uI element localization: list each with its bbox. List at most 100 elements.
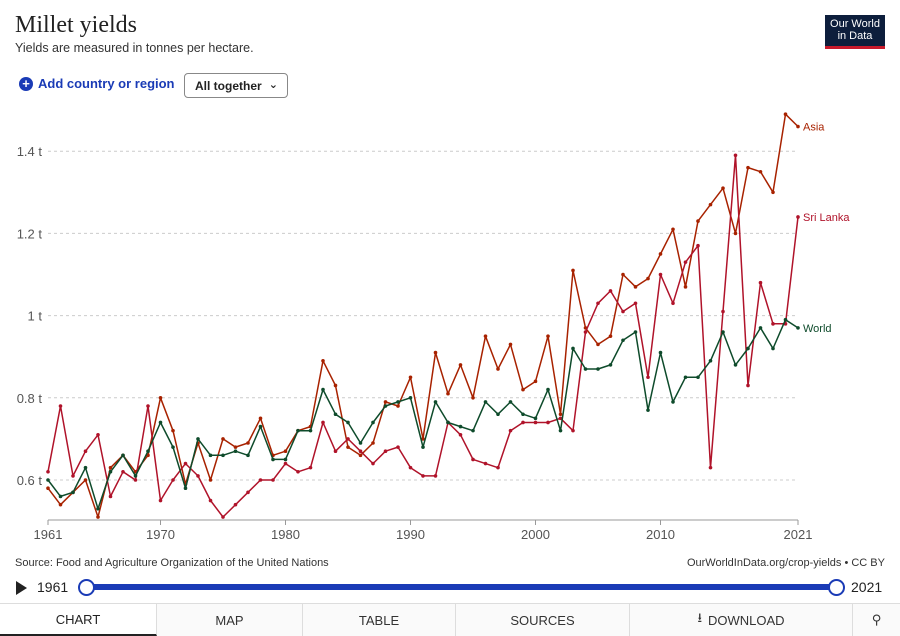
- data-point: [571, 268, 575, 273]
- timeline-end-label: 2021: [851, 579, 883, 595]
- x-tick-label: 1990: [396, 527, 425, 542]
- data-point: [246, 453, 250, 458]
- data-point: [683, 375, 688, 380]
- data-point: [533, 416, 538, 421]
- data-point: [758, 326, 763, 330]
- data-point: [596, 301, 600, 306]
- data-point: [483, 334, 488, 338]
- tab-table[interactable]: TABLE: [303, 604, 456, 636]
- tab-chart[interactable]: CHART: [0, 604, 157, 636]
- logo-line-1: Our World: [830, 18, 880, 30]
- data-point: [533, 420, 538, 425]
- data-point: [421, 445, 425, 449]
- data-point: [271, 478, 275, 482]
- timeline-start-handle[interactable]: [78, 579, 95, 596]
- data-point: [96, 432, 100, 437]
- data-point: [608, 289, 613, 293]
- tab-download[interactable]: ⭳ DOWNLOAD: [630, 604, 853, 636]
- data-point: [46, 478, 50, 482]
- data-point: [171, 428, 175, 433]
- x-tick-label: 1970: [146, 527, 175, 542]
- data-point: [521, 412, 525, 417]
- data-point: [358, 449, 363, 454]
- data-point: [296, 469, 300, 474]
- owid-logo[interactable]: Our World in Data: [825, 15, 885, 49]
- data-point: [671, 301, 675, 306]
- data-point: [383, 400, 388, 404]
- data-point: [521, 387, 525, 392]
- data-point: [771, 346, 775, 351]
- data-point: [183, 461, 188, 466]
- data-point: [158, 498, 163, 503]
- data-point: [796, 215, 800, 219]
- source-note: Source: Food and Agriculture Organizatio…: [15, 557, 329, 569]
- data-point: [46, 486, 50, 491]
- data-point: [608, 363, 613, 367]
- data-point: [546, 387, 550, 392]
- data-point: [796, 326, 800, 330]
- data-point: [321, 387, 325, 392]
- add-country-button[interactable]: + Add country or region: [19, 76, 175, 91]
- data-point: [783, 317, 788, 322]
- data-point: [471, 396, 475, 400]
- data-point: [408, 465, 413, 470]
- data-point: [83, 449, 88, 454]
- data-point: [196, 437, 200, 441]
- data-point: [471, 457, 475, 462]
- data-point: [383, 449, 388, 454]
- download-icon: ⭳: [697, 610, 702, 625]
- data-point: [508, 400, 513, 404]
- data-point: [496, 367, 500, 371]
- data-point: [58, 404, 63, 408]
- data-point: [58, 494, 63, 499]
- data-point: [758, 169, 763, 174]
- y-tick-label: 0.6 t: [17, 473, 43, 488]
- data-point: [558, 412, 563, 417]
- data-point: [258, 478, 263, 482]
- timeline-end-handle[interactable]: [828, 579, 845, 596]
- source-url[interactable]: OurWorldInData.org/crop-yields • CC BY: [686, 557, 885, 569]
- tab-download-label: DOWNLOAD: [708, 612, 785, 628]
- data-point: [108, 494, 113, 499]
- y-tick-label: 0.8 t: [17, 391, 43, 406]
- data-point: [158, 396, 163, 400]
- x-tick-label: 1961: [34, 527, 63, 542]
- data-point: [396, 400, 400, 404]
- data-point: [58, 502, 63, 507]
- data-point: [496, 412, 500, 417]
- data-point: [583, 330, 588, 334]
- data-point: [258, 416, 263, 421]
- data-point: [708, 202, 713, 207]
- data-point: [433, 350, 438, 355]
- data-point: [221, 437, 225, 441]
- data-point: [271, 457, 275, 462]
- data-point: [196, 474, 200, 478]
- timeline-track[interactable]: [85, 584, 835, 590]
- data-point: [571, 346, 575, 351]
- data-point: [246, 441, 250, 445]
- tab-map[interactable]: MAP: [157, 604, 303, 636]
- series-line-sri-lanka: [47, 154, 799, 518]
- data-point: [696, 243, 700, 248]
- y-tick-label: 1.2 t: [17, 226, 43, 241]
- data-point: [121, 469, 125, 474]
- data-point: [596, 342, 600, 347]
- data-point: [371, 420, 375, 425]
- tab-sources[interactable]: SOURCES: [456, 604, 630, 636]
- facet-select[interactable]: All together ⌄: [184, 73, 288, 98]
- play-icon[interactable]: [16, 581, 27, 595]
- data-point: [546, 334, 550, 338]
- data-point: [733, 231, 738, 236]
- data-point: [258, 424, 263, 429]
- share-button[interactable]: ⚲: [853, 604, 900, 636]
- data-point: [796, 124, 800, 129]
- data-point: [633, 285, 638, 289]
- data-point: [696, 219, 700, 223]
- data-point: [408, 396, 413, 400]
- data-point: [696, 375, 700, 380]
- data-point: [83, 478, 88, 482]
- data-point: [621, 338, 625, 343]
- data-point: [158, 420, 163, 425]
- facet-select-value: All together: [195, 79, 262, 93]
- data-point: [333, 412, 338, 417]
